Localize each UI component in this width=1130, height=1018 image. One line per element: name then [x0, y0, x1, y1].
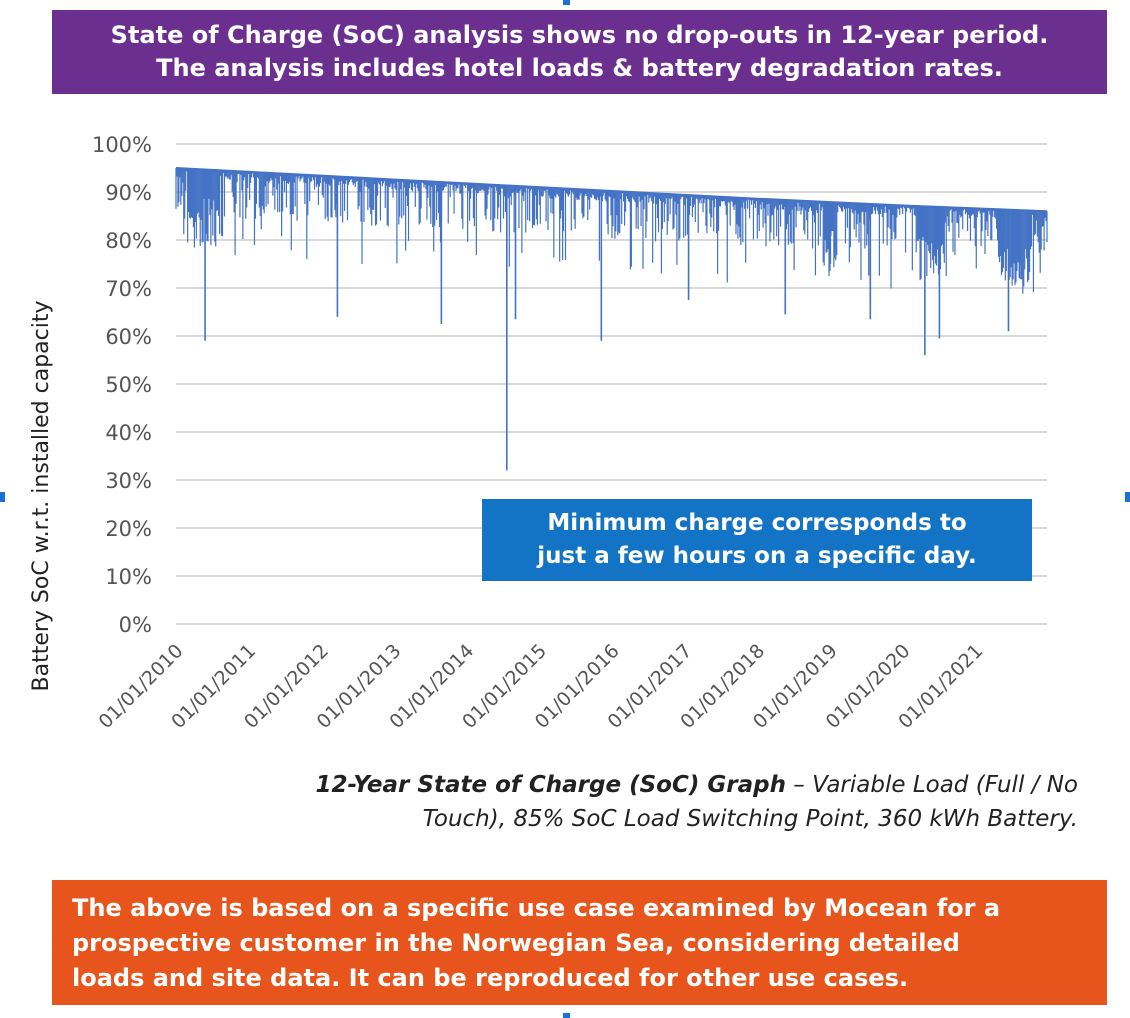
resize-handle-left[interactable]: [0, 492, 5, 502]
y-tick-label: 0%: [119, 613, 152, 637]
y-tick-label: 80%: [105, 229, 152, 253]
min-charge-callout: Minimum charge corresponds to just a few…: [482, 499, 1032, 581]
soc-series: [175, 167, 1048, 471]
y-tick-label: 40%: [105, 421, 152, 445]
y-axis-label: Battery SoC w.r.t. installed capacity: [29, 300, 54, 691]
callout-line1: Minimum charge corresponds to: [547, 510, 967, 536]
y-tick-label: 100%: [92, 133, 152, 157]
caption-line1: 12-Year State of Charge (SoC) Graph – Va…: [160, 768, 1079, 802]
y-tick-label: 50%: [105, 373, 152, 397]
x-tick-labels: 01/01/201001/01/201101/01/201201/01/2013…: [95, 640, 988, 733]
resize-handle-top[interactable]: [563, 0, 570, 5]
footer-banner-line1: The above is based on a specific use cas…: [72, 894, 1001, 922]
header-banner-line2: The analysis includes hotel loads & batt…: [156, 54, 1003, 82]
gridlines: [176, 143, 1047, 625]
resize-handle-bottom[interactable]: [563, 1013, 570, 1018]
footer-banner-line2: prospective customer in the Norwegian Se…: [72, 929, 960, 957]
y-tick-label: 60%: [105, 325, 152, 349]
soc-upper-envelope: [175, 167, 1048, 213]
soc-chart-svg: 0% 10% 20% 30% 40% 50% 60% 70% 80% 90% 100% 01/01/…: [29, 133, 1048, 733]
caption-line2: Touch), 85% SoC Load Switching Point, 36…: [422, 806, 1078, 832]
y-tick-label: 90%: [105, 181, 152, 205]
footer-banner: The above is based on a specific use cas…: [52, 880, 1107, 1005]
caption-title: 12-Year State of Charge (SoC) Graph: [315, 772, 786, 798]
y-tick-label: 30%: [105, 469, 152, 493]
header-banner-line1: State of Charge (SoC) analysis shows no …: [110, 21, 1049, 49]
y-tick-label: 20%: [105, 517, 152, 541]
footer-banner-line3: loads and site data. It can be reproduce…: [72, 964, 909, 992]
y-tick-label: 70%: [105, 277, 152, 301]
chart-caption: 12-Year State of Charge (SoC) Graph – Va…: [160, 768, 1079, 836]
soc-chart: 0% 10% 20% 30% 40% 50% 60% 70% 80% 90% 100% 01/01/…: [0, 100, 1130, 780]
header-banner: State of Charge (SoC) analysis shows no …: [52, 10, 1107, 94]
y-tick-label: 10%: [105, 565, 152, 589]
callout-line2: just a few hours on a specific day.: [537, 543, 977, 569]
resize-handle-right[interactable]: [1125, 492, 1130, 502]
caption-rest: – Variable Load (Full / No: [785, 772, 1078, 798]
y-tick-labels: 0% 10% 20% 30% 40% 50% 60% 70% 80% 90% 100%: [92, 133, 152, 637]
